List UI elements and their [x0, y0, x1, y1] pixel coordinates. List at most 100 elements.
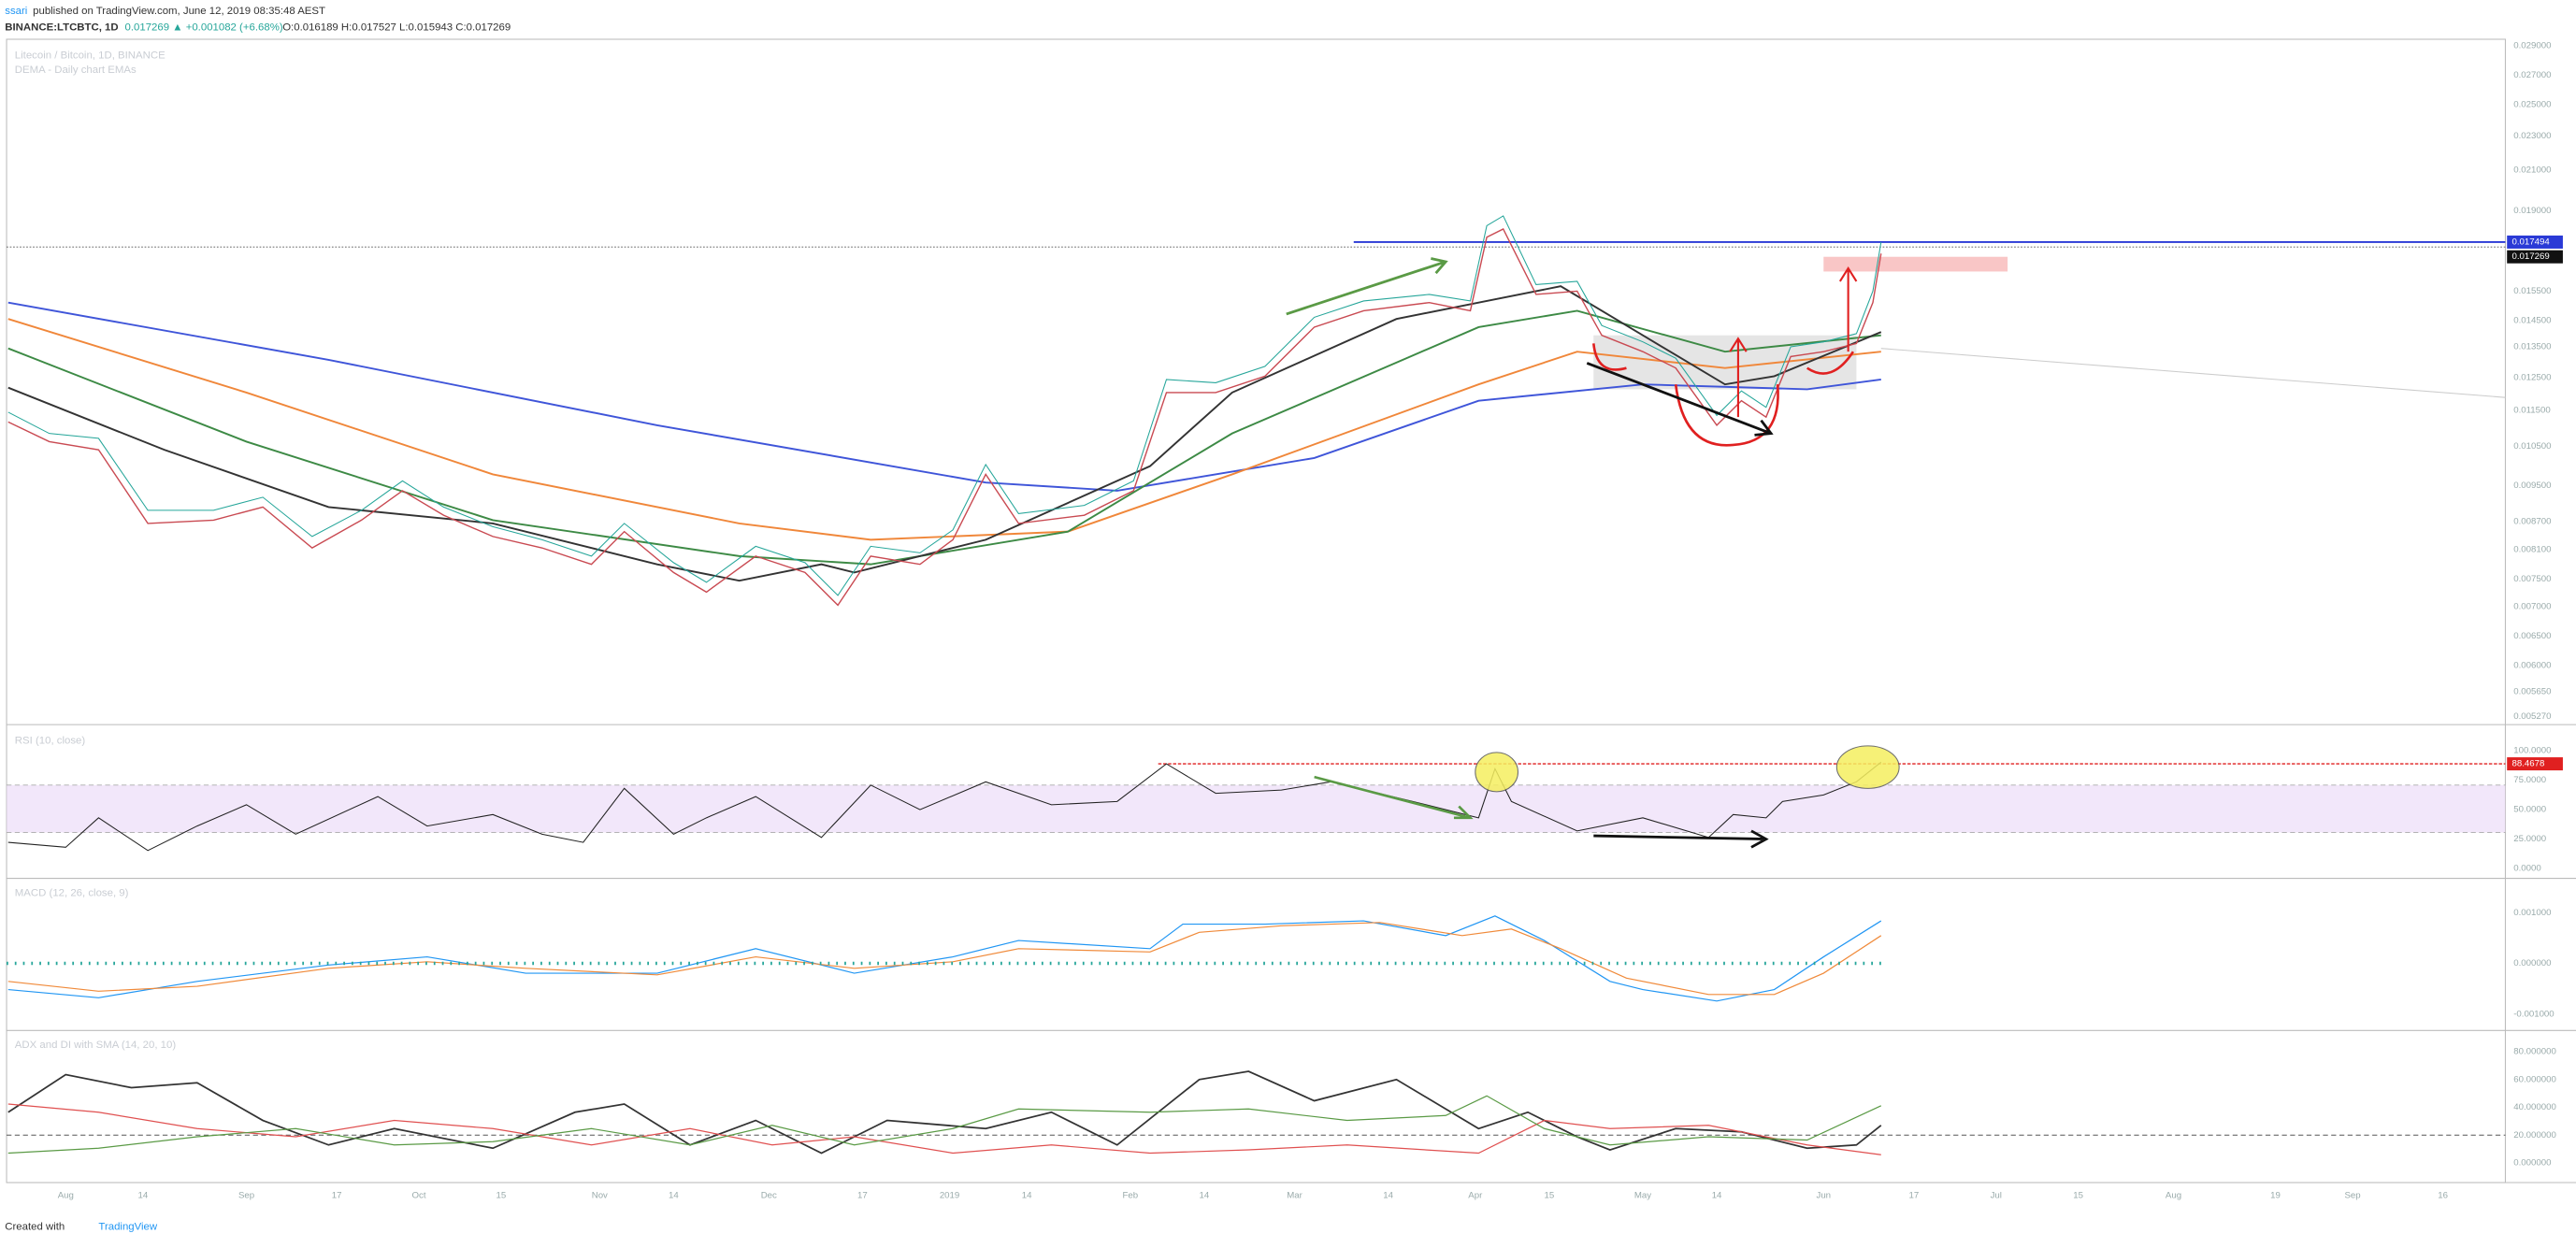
main-subtitle: DEMA - Daily chart EMAs: [15, 65, 137, 76]
price-label: 0.019000: [2513, 206, 2551, 216]
last-tag: 0.017269: [2511, 251, 2549, 262]
price-label: 0.015500: [2513, 286, 2551, 296]
trend-line: [1880, 348, 2506, 398]
axis-label: 50.0000: [2513, 805, 2546, 815]
price-label: 0.006000: [2513, 661, 2551, 671]
axis-label: -0.001000: [2513, 1009, 2554, 1019]
ema-black: [7, 285, 1882, 582]
cup-arc: [1674, 384, 1779, 447]
rsi-tag-bg: [2507, 757, 2563, 771]
time-label: 14: [1712, 1191, 1722, 1201]
time-label: Aug: [58, 1191, 74, 1201]
level-tag: 0.017494: [2511, 237, 2550, 248]
macd-line: [7, 915, 1882, 1002]
axis-label: 0.000000: [2513, 1158, 2551, 1169]
time-label: May: [1634, 1191, 1651, 1201]
time-label: 15: [2073, 1191, 2083, 1201]
time-label: Feb: [1123, 1191, 1139, 1201]
time-label: Mar: [1287, 1191, 1302, 1201]
axis-label: 25.0000: [2513, 834, 2546, 844]
price-label: 0.014500: [2513, 315, 2551, 325]
price-path: [7, 228, 1882, 607]
author[interactable]: ssari: [5, 6, 27, 17]
red-arrows: [1729, 265, 1858, 418]
time-label: 14: [1200, 1191, 1210, 1201]
time-label: Aug: [2166, 1191, 2181, 1201]
main-title: Litecoin / Bitcoin, 1D, BINANCE: [15, 50, 165, 62]
time-label: Sep: [2344, 1191, 2360, 1201]
time-label: 14: [137, 1191, 148, 1201]
ema-blue: [7, 301, 1881, 492]
black-arrow: [1586, 362, 1774, 437]
time-label: 15: [1544, 1191, 1554, 1201]
quote: 0.017269 ▲ +0.001082 (+6.68%): [125, 22, 283, 34]
green-arrow: [1314, 775, 1474, 820]
time-label: Apr: [1468, 1191, 1483, 1201]
highlight: [1475, 752, 1519, 793]
price-label: 0.025000: [2513, 100, 2551, 110]
time-label: 17: [1909, 1191, 1920, 1201]
time-label: 17: [332, 1191, 342, 1201]
price-label: 0.007500: [2513, 574, 2551, 584]
price-label: 0.023000: [2513, 131, 2551, 141]
price-label: 0.029000: [2513, 41, 2551, 51]
footer-brand[interactable]: TradingView: [98, 1221, 158, 1232]
price-label: 0.012500: [2513, 373, 2551, 383]
axis-label: 20.000000: [2513, 1130, 2556, 1140]
time-label: 19: [2270, 1191, 2281, 1201]
target-box: [1823, 256, 2008, 272]
panes: [6, 38, 2576, 1183]
rsi-title: RSI (10, close): [15, 736, 86, 747]
axis-label: 0.000000: [2513, 958, 2551, 968]
price-label: 0.007000: [2513, 602, 2551, 612]
time-label: 15: [496, 1191, 507, 1201]
price-label: 0.005650: [2513, 687, 2551, 697]
price-label: 0.008700: [2513, 517, 2551, 527]
axis-label: 100.0000: [2513, 746, 2551, 756]
di-minus: [7, 1103, 1881, 1155]
time-label: 17: [857, 1191, 868, 1201]
time-label: Sep: [238, 1191, 254, 1201]
time-label: Nov: [592, 1191, 608, 1201]
handle-arcs: [1591, 343, 1855, 375]
level-tag-bg: [2507, 235, 2563, 249]
symbol: BINANCE:LTCBTC, 1D: [5, 22, 118, 34]
axis-label: 80.000000: [2513, 1047, 2556, 1057]
green-arrow: [1286, 257, 1448, 316]
time-label: 2019: [940, 1191, 959, 1201]
axis-label: 0.0000: [2513, 864, 2541, 874]
di-plus: [7, 1095, 1882, 1155]
price-label: 0.006500: [2513, 631, 2551, 641]
price-label: 0.027000: [2513, 70, 2551, 80]
price-label: 0.011500: [2513, 406, 2551, 416]
footer-created: Created with: [5, 1221, 65, 1232]
rsi-tag: 88.4678: [2511, 759, 2544, 769]
adx-drawings: [7, 1070, 2506, 1155]
axis-label: 0.001000: [2513, 908, 2551, 918]
time-label: Jul: [1991, 1191, 2002, 1201]
rsi-drawings: [7, 745, 2506, 852]
price-label: 0.021000: [2513, 165, 2551, 176]
price-label: 0.010500: [2513, 441, 2551, 452]
adx-line: [7, 1070, 1882, 1155]
rsi-line: [7, 761, 1882, 852]
main-drawings: [7, 215, 2506, 607]
last-tag-bg: [2507, 250, 2563, 264]
time-label: 14: [1383, 1191, 1393, 1201]
time-label: Jun: [1817, 1191, 1832, 1201]
axis-label: 60.000000: [2513, 1074, 2556, 1084]
macd-drawings: [7, 915, 1882, 1002]
rsi-band: [7, 784, 2506, 833]
black-arrow: [1593, 829, 1769, 849]
time-label: Oct: [412, 1191, 426, 1201]
ohlc: O:0.016189 H:0.017527 L:0.015943 C:0.017…: [282, 22, 511, 34]
adx-title: ADX and DI with SMA (14, 20, 10): [15, 1040, 177, 1051]
price-label: 0.005270: [2513, 711, 2551, 722]
time-label: 14: [1022, 1191, 1032, 1201]
price-label: 0.009500: [2513, 481, 2551, 491]
macd-title: MACD (12, 26, close, 9): [15, 887, 129, 898]
axis-label: 75.0000: [2513, 775, 2546, 785]
price-label: 0.008100: [2513, 544, 2551, 554]
